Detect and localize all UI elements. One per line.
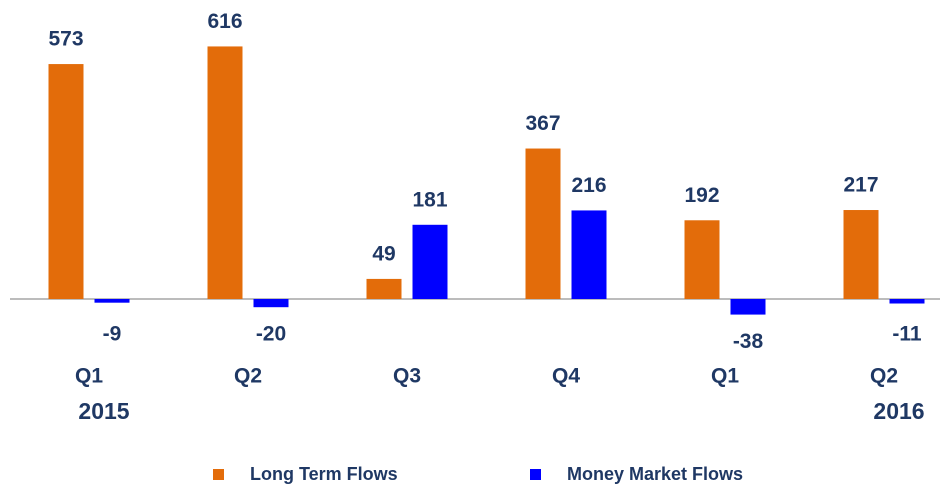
bar	[207, 46, 243, 299]
bar	[730, 299, 766, 315]
data-label: -9	[103, 323, 122, 346]
data-label: 181	[412, 188, 447, 211]
bar	[571, 210, 607, 299]
bar	[412, 224, 448, 299]
x-tick-label: Q1	[75, 365, 103, 388]
data-label: 217	[843, 174, 878, 197]
x-tick-label: Q2	[234, 365, 262, 388]
bar	[843, 210, 879, 299]
legend-label: Money Market Flows	[567, 464, 743, 484]
bar	[253, 299, 289, 308]
data-label: 367	[525, 112, 560, 135]
x-tick-label: Q4	[552, 365, 580, 388]
x-tick-label: Q2	[870, 365, 898, 388]
data-label: 573	[48, 28, 83, 51]
legend-label: Long Term Flows	[250, 464, 398, 484]
bar	[525, 148, 561, 299]
data-label: 192	[684, 184, 719, 207]
legend-swatch	[213, 469, 224, 480]
data-label: -11	[892, 323, 922, 346]
bar	[366, 278, 402, 299]
group-label: 2015	[78, 398, 129, 424]
x-tick-label: Q3	[393, 365, 421, 388]
group-label: 2016	[873, 398, 924, 424]
data-label: -38	[733, 330, 764, 353]
data-label: 49	[372, 242, 395, 265]
data-label: -20	[256, 323, 286, 346]
bar	[94, 299, 130, 303]
data-label: 216	[571, 174, 606, 197]
bar	[48, 64, 84, 299]
x-tick-label: Q1	[711, 365, 739, 388]
legend-swatch	[530, 469, 541, 480]
bar	[889, 299, 925, 304]
bar	[684, 220, 720, 299]
data-label: 616	[207, 10, 242, 33]
